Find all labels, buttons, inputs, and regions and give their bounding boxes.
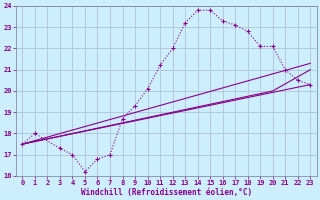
X-axis label: Windchill (Refroidissement éolien,°C): Windchill (Refroidissement éolien,°C) (81, 188, 252, 197)
